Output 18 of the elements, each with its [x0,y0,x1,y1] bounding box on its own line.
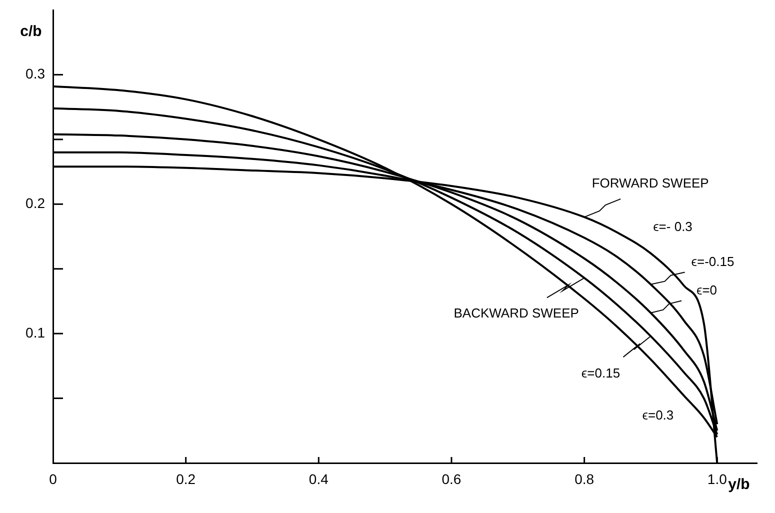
annotation: BACKWARD SWEEP [454,305,579,320]
y-tick-label: 0.1 [26,324,46,340]
x-tick-label: 0.8 [574,470,594,487]
x-tick-label: 0.2 [176,470,196,487]
annotation: ϵ=0.15 [581,366,620,381]
annotation: ϵ=-0.15 [691,254,734,269]
y-axis-title: c/b [20,23,42,40]
annotation: FORWARD SWEEP [592,176,709,191]
y-tick-label: 0.3 [26,66,46,82]
x-tick-label: 0.4 [308,470,329,487]
x-tick-label: 0 [49,470,58,487]
annotation: ϵ=0.3 [642,407,674,422]
x-tick-label: 0.6 [442,470,462,487]
annotation: ϵ=0 [696,282,718,298]
annotation: ϵ=- 0.3 [653,218,692,234]
x-axis-title: y/b [728,476,750,494]
x-tick-label: 1.0 [707,470,728,487]
y-tick-label: 0.2 [26,195,46,211]
